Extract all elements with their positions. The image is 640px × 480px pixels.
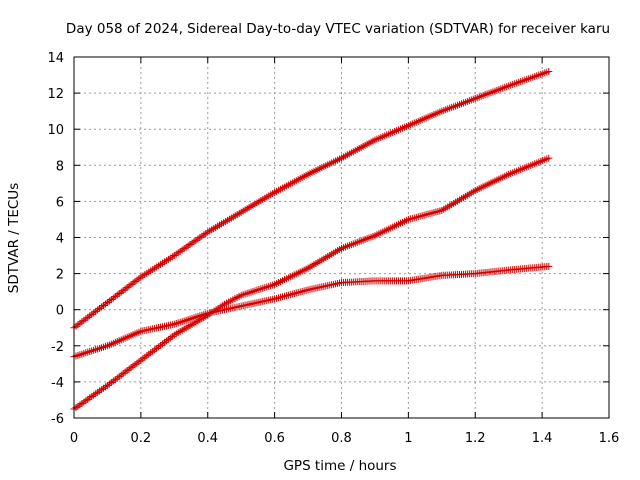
x-tick-label: 1 (404, 431, 412, 446)
series-plot (70, 67, 553, 413)
x-axis-label: GPS time / hours (283, 458, 396, 474)
x-tick-label: 0.2 (131, 431, 152, 446)
y-tick-label: 6 (56, 195, 64, 210)
y-tick-label: 12 (47, 87, 64, 102)
x-tick-label: 1.6 (599, 431, 620, 446)
data-point-marker (545, 154, 553, 162)
series-1 (70, 67, 553, 332)
x-tick-label: 1.2 (465, 431, 486, 446)
x-tick-labels: 0 0.2 0.4 0.6 0.8 1 1.2 1.4 1.6 (70, 431, 619, 446)
x-tick-label: 0.6 (264, 431, 285, 446)
data-point-marker (545, 67, 553, 75)
y-axis-label: SDTVAR / TECUs (6, 183, 22, 293)
data-point-marker (545, 262, 553, 270)
series-line (73, 265, 549, 358)
y-tick-label: -2 (51, 340, 64, 355)
axis-ticks (73, 56, 610, 419)
y-tick-labels: -6 -4 -2 0 2 4 6 8 10 12 14 (47, 51, 64, 427)
series-3 (70, 154, 553, 413)
y-tick-label: 4 (56, 232, 64, 247)
chart-title: Day 058 of 2024, Sidereal Day-to-day VTE… (66, 21, 610, 37)
y-tick-label: 10 (47, 123, 64, 138)
y-tick-label: 14 (47, 51, 64, 66)
y-tick-label: 8 (56, 159, 64, 174)
y-tick-label: 0 (56, 304, 64, 319)
grid (74, 57, 609, 418)
series-line (73, 157, 550, 410)
y-tick-label: -4 (51, 376, 64, 391)
x-tick-label: 0.4 (197, 431, 218, 446)
y-tick-label: -6 (51, 412, 64, 427)
x-tick-label: 1.4 (532, 431, 553, 446)
series-2 (70, 262, 553, 361)
y-tick-label: 2 (56, 268, 64, 283)
x-tick-label: 0 (70, 431, 78, 446)
x-tick-label: 0.8 (331, 431, 352, 446)
